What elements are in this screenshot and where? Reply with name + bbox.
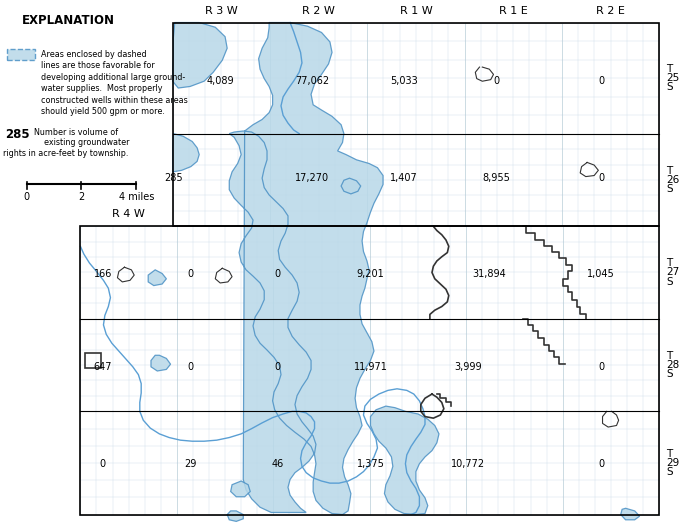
Text: R 1 W: R 1 W: [400, 6, 432, 16]
Text: T
28
S: T 28 S: [666, 351, 679, 379]
Text: R 4 W: R 4 W: [112, 209, 145, 219]
Polygon shape: [231, 481, 250, 497]
Text: 0: 0: [493, 76, 499, 86]
Text: R 3 W: R 3 W: [205, 6, 238, 16]
Text: 5,033: 5,033: [390, 76, 418, 86]
Text: should yield 500 gpm or more.: should yield 500 gpm or more.: [41, 107, 164, 116]
Polygon shape: [151, 355, 171, 371]
Text: T
29
S: T 29 S: [666, 449, 679, 477]
Text: 0: 0: [598, 76, 604, 86]
Polygon shape: [341, 178, 361, 194]
Text: 1,045: 1,045: [587, 269, 615, 279]
Text: R 1 E: R 1 E: [499, 6, 528, 16]
FancyBboxPatch shape: [7, 49, 35, 60]
Text: 8,955: 8,955: [482, 173, 510, 183]
Text: R 2 E: R 2 E: [596, 6, 625, 16]
Text: T
25
S: T 25 S: [666, 64, 679, 92]
Text: 2: 2: [78, 192, 85, 202]
Text: 166: 166: [94, 269, 112, 279]
Text: 1,407: 1,407: [390, 173, 418, 183]
Text: 0: 0: [187, 362, 193, 372]
Text: 0: 0: [100, 458, 106, 469]
Text: 77,062: 77,062: [296, 76, 329, 86]
Polygon shape: [229, 23, 383, 515]
Polygon shape: [227, 511, 243, 521]
Text: 0: 0: [275, 269, 280, 279]
Text: 46: 46: [271, 458, 284, 469]
Text: 31,894: 31,894: [473, 269, 506, 279]
Text: 0: 0: [275, 362, 280, 372]
Text: 11,971: 11,971: [354, 362, 387, 372]
Polygon shape: [370, 406, 439, 515]
Text: 29: 29: [184, 458, 196, 469]
Text: existing groundwater: existing groundwater: [34, 138, 129, 147]
Text: developing additional large ground-: developing additional large ground-: [41, 73, 185, 82]
Text: T
27
S: T 27 S: [666, 258, 679, 287]
Text: T
26
S: T 26 S: [666, 166, 679, 194]
Bar: [85, 353, 101, 368]
Text: constructed wells within these areas: constructed wells within these areas: [41, 96, 187, 105]
Text: EXPLANATION: EXPLANATION: [22, 14, 115, 27]
Text: 9,201: 9,201: [356, 269, 384, 279]
Text: Number is volume of: Number is volume of: [34, 128, 117, 137]
Text: 0: 0: [598, 362, 604, 372]
Text: R 2 W: R 2 W: [302, 6, 335, 16]
Text: lines are those favorable for: lines are those favorable for: [41, 61, 154, 70]
Text: water supplies.  Most properly: water supplies. Most properly: [41, 84, 162, 93]
Text: 4 miles: 4 miles: [119, 192, 154, 202]
Polygon shape: [621, 508, 640, 520]
Polygon shape: [173, 134, 199, 172]
Text: 0: 0: [598, 458, 604, 469]
Text: 1,375: 1,375: [356, 458, 384, 469]
Text: rights in acre-feet by township.: rights in acre-feet by township.: [3, 149, 129, 158]
Text: 3,999: 3,999: [454, 362, 482, 372]
Text: 4,089: 4,089: [206, 76, 234, 86]
Text: 0: 0: [24, 192, 29, 202]
Text: 285: 285: [164, 173, 182, 183]
Text: 285: 285: [6, 128, 30, 141]
Text: 17,270: 17,270: [296, 173, 329, 183]
Text: 0: 0: [187, 269, 193, 279]
Text: 0: 0: [598, 173, 604, 183]
Polygon shape: [148, 270, 166, 286]
Text: 10,772: 10,772: [452, 458, 485, 469]
Text: 647: 647: [94, 362, 112, 372]
Text: Areas enclosed by dashed: Areas enclosed by dashed: [41, 50, 146, 59]
Polygon shape: [173, 23, 227, 88]
